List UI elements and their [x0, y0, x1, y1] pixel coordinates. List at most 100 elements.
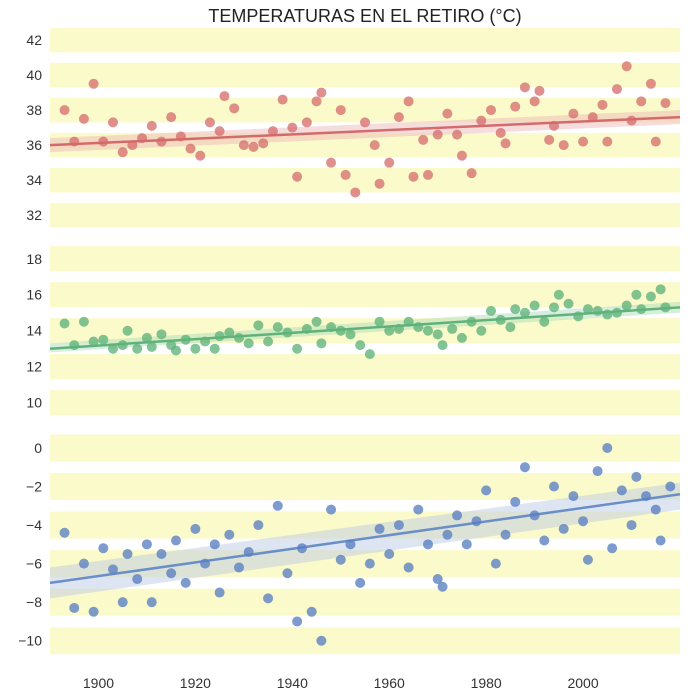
- y-tick-label: 10: [26, 395, 42, 411]
- data-point: [98, 543, 108, 553]
- data-point: [355, 340, 365, 350]
- y-tick-label: −2: [26, 479, 42, 495]
- data-point: [60, 528, 70, 538]
- data-point: [147, 121, 157, 131]
- data-point: [631, 472, 641, 482]
- data-point: [132, 574, 142, 584]
- y-tick-label: 18: [26, 251, 42, 267]
- data-point: [123, 326, 133, 336]
- data-point: [423, 539, 433, 549]
- data-point: [530, 96, 540, 106]
- data-point: [370, 140, 380, 150]
- data-point: [166, 568, 176, 578]
- data-point: [234, 333, 244, 343]
- data-point: [316, 88, 326, 98]
- data-point: [559, 524, 569, 534]
- data-point: [583, 555, 593, 565]
- data-point: [239, 140, 249, 150]
- data-point: [210, 344, 220, 354]
- data-point: [69, 603, 79, 613]
- x-tick-label: 1960: [374, 675, 405, 691]
- data-point: [60, 319, 70, 329]
- data-point: [471, 516, 481, 526]
- data-point: [578, 137, 588, 147]
- data-point: [278, 95, 288, 105]
- data-point: [273, 322, 283, 332]
- data-point: [588, 112, 598, 122]
- data-point: [501, 138, 511, 148]
- data-point: [636, 304, 646, 314]
- data-point: [568, 109, 578, 119]
- data-point: [486, 105, 496, 115]
- data-point: [365, 349, 375, 359]
- data-point: [467, 168, 477, 178]
- data-point: [452, 510, 462, 520]
- data-point: [660, 98, 670, 108]
- data-point: [544, 135, 554, 145]
- data-point: [219, 91, 229, 101]
- data-point: [224, 328, 234, 338]
- data-point: [660, 302, 670, 312]
- data-point: [520, 82, 530, 92]
- data-point: [665, 482, 675, 492]
- grid-band: [50, 390, 680, 415]
- data-point: [627, 520, 637, 530]
- data-point: [438, 340, 448, 350]
- data-point: [549, 121, 559, 131]
- data-point: [627, 116, 637, 126]
- data-point: [79, 317, 89, 327]
- x-tick-label: 1900: [83, 675, 114, 691]
- data-point: [457, 151, 467, 161]
- y-tick-label: 36: [26, 137, 42, 153]
- data-point: [583, 304, 593, 314]
- y-tick-label: 38: [26, 102, 42, 118]
- data-point: [224, 530, 234, 540]
- data-point: [326, 322, 336, 332]
- data-point: [476, 116, 486, 126]
- data-point: [384, 326, 394, 336]
- data-point: [302, 324, 312, 334]
- data-point: [597, 100, 607, 110]
- data-point: [539, 317, 549, 327]
- data-point: [326, 505, 336, 515]
- data-point: [166, 112, 176, 122]
- data-point: [108, 564, 118, 574]
- data-point: [137, 133, 147, 143]
- data-point: [467, 317, 477, 327]
- grid-band: [50, 354, 680, 379]
- data-point: [602, 137, 612, 147]
- data-point: [108, 117, 118, 127]
- data-point: [486, 306, 496, 316]
- data-point: [341, 170, 351, 180]
- data-point: [253, 520, 263, 530]
- data-point: [423, 326, 433, 336]
- data-point: [646, 79, 656, 89]
- data-point: [79, 114, 89, 124]
- data-point: [442, 109, 452, 119]
- y-tick-label: 40: [26, 67, 42, 83]
- data-point: [612, 84, 622, 94]
- data-point: [520, 462, 530, 472]
- data-point: [186, 144, 196, 154]
- data-point: [593, 466, 603, 476]
- data-point: [132, 344, 142, 354]
- data-point: [394, 520, 404, 530]
- data-point: [510, 102, 520, 112]
- data-point: [156, 549, 166, 559]
- data-point: [481, 485, 491, 495]
- data-point: [646, 292, 656, 302]
- data-point: [447, 324, 457, 334]
- data-point: [549, 302, 559, 312]
- data-point: [190, 524, 200, 534]
- data-point: [530, 301, 540, 311]
- data-point: [496, 128, 506, 138]
- data-point: [336, 105, 346, 115]
- data-point: [641, 491, 651, 501]
- data-point: [433, 329, 443, 339]
- y-tick-label: −8: [26, 594, 42, 610]
- data-point: [215, 331, 225, 341]
- grid-band: [50, 63, 680, 88]
- x-tick-label: 1920: [180, 675, 211, 691]
- data-point: [651, 505, 661, 515]
- data-point: [438, 582, 448, 592]
